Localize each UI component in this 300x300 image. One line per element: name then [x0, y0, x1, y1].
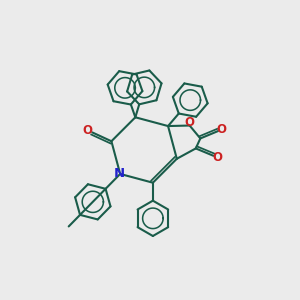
Text: O: O	[184, 116, 195, 129]
Text: O: O	[217, 123, 226, 136]
Text: O: O	[212, 151, 222, 164]
Text: O: O	[83, 124, 93, 137]
Text: N: N	[114, 167, 125, 180]
